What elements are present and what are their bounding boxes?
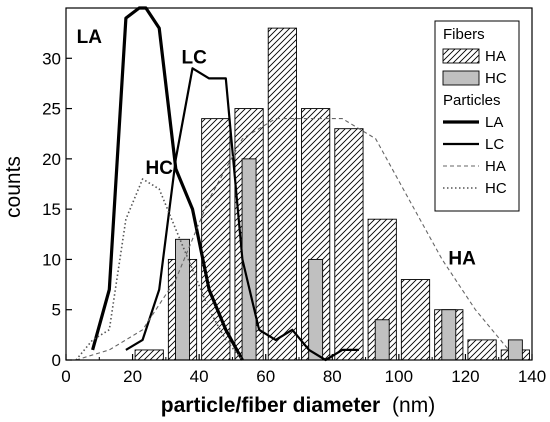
annotation-hc: HC (145, 158, 173, 179)
lines-layer (75, 6, 510, 362)
bar-fibers-ha-8 (400, 279, 431, 361)
x-axis-label-main: particle/fiber diameter (161, 394, 380, 417)
y-axis-label: counts (2, 156, 25, 218)
x-tick-label-40: 40 (190, 367, 209, 386)
bar-fibers-hc-1 (241, 158, 257, 361)
legend-label-particles-hc-dotted: HC (485, 180, 507, 197)
x-tick-label-140: 140 (518, 367, 546, 386)
line-particles-hc-dotted (75, 178, 244, 361)
line-particles-la-thick-solid (91, 6, 244, 361)
y-tick-label-20: 20 (42, 150, 61, 169)
bar-fibers-hc-5 (507, 339, 523, 361)
line-particles-ha-dashed (75, 118, 510, 361)
y-tick-label-0: 0 (52, 351, 61, 370)
x-axis-label: particle/fiber diameter (nm) (161, 394, 435, 417)
x-axis-label-unit: (nm) (392, 394, 435, 417)
bar-fibers-ha-0 (134, 349, 164, 361)
bar-fibers-hc-2 (308, 258, 324, 361)
y-tick-label-15: 15 (42, 200, 61, 219)
axes-layer: 0 20 40 60 80 100 120 140 0 5 10 15 20 25 30 (42, 7, 546, 386)
annotation-ha: HA (448, 248, 476, 269)
annotations-layer: LA LC HC HA (77, 27, 476, 269)
x-tick-label-20: 20 (123, 367, 142, 386)
legend-label-fibers-hc: HC (485, 70, 507, 87)
legend-label-particles-la-thick-solid: LA (485, 114, 503, 131)
y-tick-label-30: 30 (42, 49, 61, 68)
annotation-lc: LC (181, 47, 207, 68)
legend-label-particles-ha-dashed: HA (485, 158, 506, 175)
x-tick-label-0: 0 (61, 367, 70, 386)
bar-fibers-hc-0 (175, 238, 190, 361)
legend-swatch-fibers-hc (442, 70, 480, 86)
y-tick-label-10: 10 (42, 250, 61, 269)
y-tick-label-25: 25 (42, 100, 61, 119)
legend-label-fibers-ha: HA (485, 48, 506, 65)
x-tick-label-80: 80 (323, 367, 342, 386)
bar-fibers-ha-6 (334, 128, 364, 361)
legend-title-fibers: Fibers (443, 26, 485, 43)
bar-fibers-ha-2 (201, 118, 231, 361)
bars-layer (134, 27, 530, 361)
legend-label-particles-lc-solid: LC (485, 136, 504, 153)
bar-fibers-hc-4 (441, 309, 457, 361)
x-tick-label-100: 100 (385, 367, 413, 386)
bar-fibers-ha-4 (267, 27, 297, 361)
bar-fibers-ha-10 (467, 339, 497, 361)
legend-swatch-fibers-ha (442, 48, 480, 64)
legend-title-particles: Particles (443, 92, 501, 109)
bar-fibers-hc-3 (374, 319, 390, 361)
line-particles-lc-solid (125, 67, 359, 362)
x-tick-label-60: 60 (256, 367, 275, 386)
annotation-la: LA (77, 27, 103, 48)
x-tick-label-120: 120 (451, 367, 479, 386)
y-tick-label-5: 5 (52, 301, 61, 320)
